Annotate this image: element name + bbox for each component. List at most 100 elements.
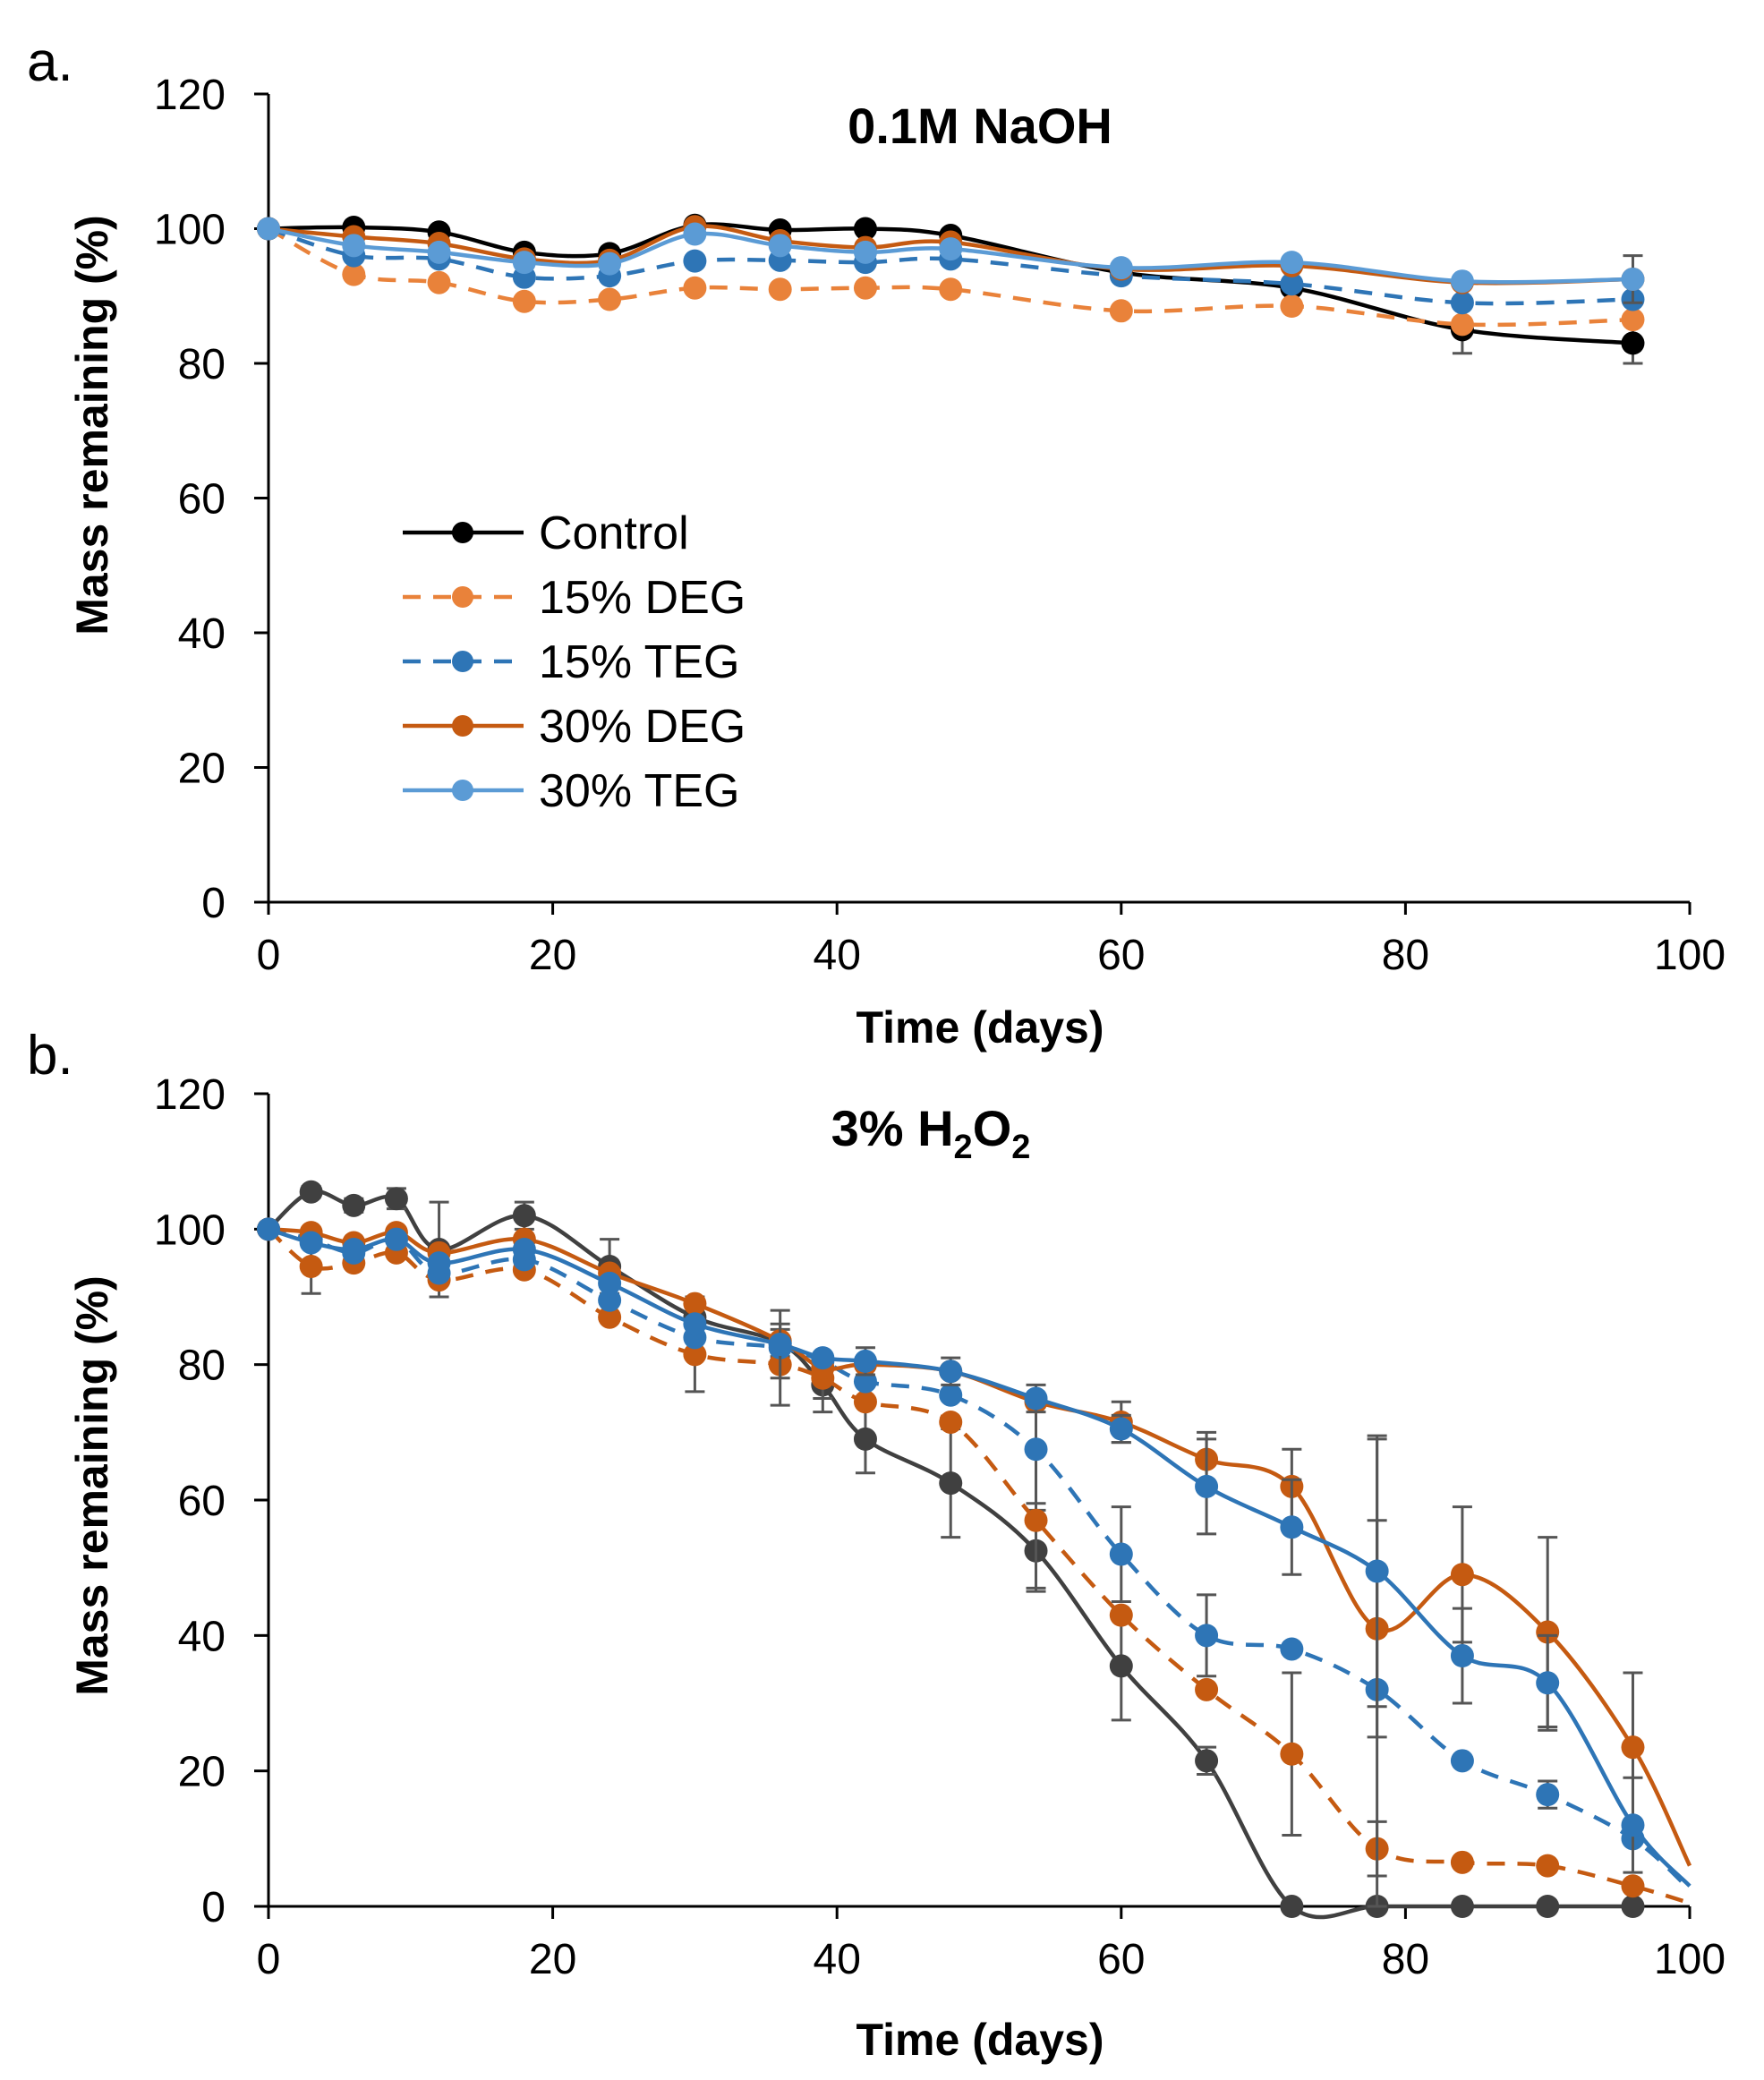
y-tick-label: 100 — [154, 207, 226, 254]
legend-marker — [452, 651, 473, 672]
data-point — [683, 1291, 707, 1316]
data-point — [1621, 267, 1645, 291]
x-tick-label: 20 — [529, 1936, 576, 1983]
series-line — [268, 1227, 1692, 1867]
data-point — [1195, 1749, 1219, 1773]
series-30-teg — [257, 1217, 1692, 1888]
data-point — [939, 277, 963, 302]
data-point — [1450, 1749, 1474, 1773]
data-point — [1621, 331, 1645, 355]
data-point — [1109, 1417, 1133, 1441]
data-point — [683, 249, 707, 273]
y-tick-label: 100 — [154, 1206, 226, 1254]
data-point — [598, 1288, 622, 1312]
y-tick-label: 0 — [201, 880, 226, 927]
panel-b-title: 3% H2O2 — [831, 1100, 1031, 1166]
data-point — [768, 277, 792, 302]
series-line — [267, 1227, 1691, 1905]
series-15-deg — [257, 1217, 1691, 1905]
data-point — [1536, 1854, 1560, 1878]
data-point — [512, 251, 536, 275]
panel-a-label: a. — [27, 31, 73, 93]
data-point — [683, 222, 707, 246]
panel-a-title: 0.1M NaOH — [848, 98, 1112, 154]
data-point — [1024, 1437, 1048, 1462]
data-point — [598, 1305, 622, 1329]
data-point — [768, 1332, 792, 1356]
data-point — [1621, 1874, 1645, 1898]
data-point — [939, 1410, 963, 1434]
data-point — [1450, 1850, 1474, 1874]
y-tick-label: 120 — [154, 72, 226, 119]
data-point — [1195, 1474, 1219, 1498]
data-point — [1621, 308, 1645, 332]
x-tick-label: 40 — [814, 1936, 861, 1983]
legend-marker — [452, 715, 473, 737]
data-point — [853, 1349, 877, 1373]
series-30-teg — [257, 217, 1645, 294]
data-point — [1280, 1895, 1304, 1918]
legend-marker — [452, 522, 473, 543]
x-tick-label: 80 — [1382, 932, 1429, 979]
legend-label: 15% TEG — [539, 636, 739, 688]
data-point — [1450, 312, 1474, 337]
data-point — [299, 1180, 323, 1204]
data-point — [1195, 1677, 1219, 1701]
series-control — [257, 1180, 1645, 1920]
data-point — [299, 1254, 323, 1278]
data-point — [811, 1346, 835, 1370]
legend-marker — [452, 780, 473, 801]
data-point — [427, 270, 451, 294]
data-point — [598, 1271, 622, 1295]
data-point — [1365, 1559, 1389, 1583]
data-point — [1024, 1386, 1048, 1411]
data-point — [1280, 1515, 1304, 1539]
data-point — [853, 1427, 877, 1451]
data-point — [1280, 1742, 1304, 1766]
data-point — [512, 1204, 536, 1228]
x-tick-label: 60 — [1097, 1936, 1145, 1983]
panel-b-y-axis-label: Mass remaining (%) — [67, 1275, 117, 1696]
y-tick-label: 20 — [178, 746, 226, 793]
panel-a-series — [257, 213, 1645, 365]
data-point — [1450, 1895, 1474, 1918]
panel-b-title-sub1: 2 — [954, 1129, 973, 1166]
data-point — [427, 1251, 451, 1275]
y-tick-label: 20 — [178, 1749, 226, 1796]
legend-label: 30% TEG — [539, 765, 739, 817]
x-tick-label: 0 — [257, 1936, 281, 1983]
chart-panel-a: a. 0.1M NaOH Mass remaining (%) Time (da… — [27, 31, 1726, 1053]
data-point — [1109, 1542, 1133, 1566]
legend-marker — [452, 586, 473, 608]
panel-b-x-axis-label: Time (days) — [856, 2015, 1104, 2065]
series-line — [268, 224, 1633, 286]
series-line — [268, 226, 1633, 285]
data-point — [1195, 1624, 1219, 1648]
y-tick-label: 60 — [178, 476, 226, 524]
data-point — [1621, 1813, 1645, 1837]
data-point — [853, 1390, 877, 1414]
data-point — [1450, 1563, 1474, 1587]
data-point — [853, 217, 877, 241]
chart-panel-b: b. 3% H2O2 Mass remaining (%) Time (days… — [27, 1025, 1726, 2065]
y-tick-label: 80 — [178, 341, 226, 388]
data-point — [342, 262, 366, 286]
series-line — [268, 222, 1633, 345]
data-point — [939, 1360, 963, 1384]
panel-b-title-sub2: 2 — [1011, 1129, 1030, 1166]
data-point — [1109, 256, 1133, 280]
data-point — [257, 217, 280, 241]
y-tick-label: 120 — [154, 1071, 226, 1119]
data-point — [1621, 1895, 1645, 1918]
x-tick-label: 40 — [814, 932, 861, 979]
data-point — [384, 1187, 408, 1211]
data-point — [598, 251, 622, 276]
data-point — [939, 237, 963, 261]
panel-b-axes: 0 20 40 60 80 100 120 0 20 40 60 80 100 — [154, 1071, 1726, 1983]
data-point — [1536, 1783, 1560, 1807]
y-tick-label: 0 — [201, 1884, 226, 1931]
data-point — [1536, 1671, 1560, 1695]
panel-a-legend: Control 15% DEG 15% TEG 30% DEG 30% TEG — [403, 507, 746, 817]
series-line — [268, 1227, 1692, 1891]
panel-b-series — [257, 1180, 1692, 1920]
